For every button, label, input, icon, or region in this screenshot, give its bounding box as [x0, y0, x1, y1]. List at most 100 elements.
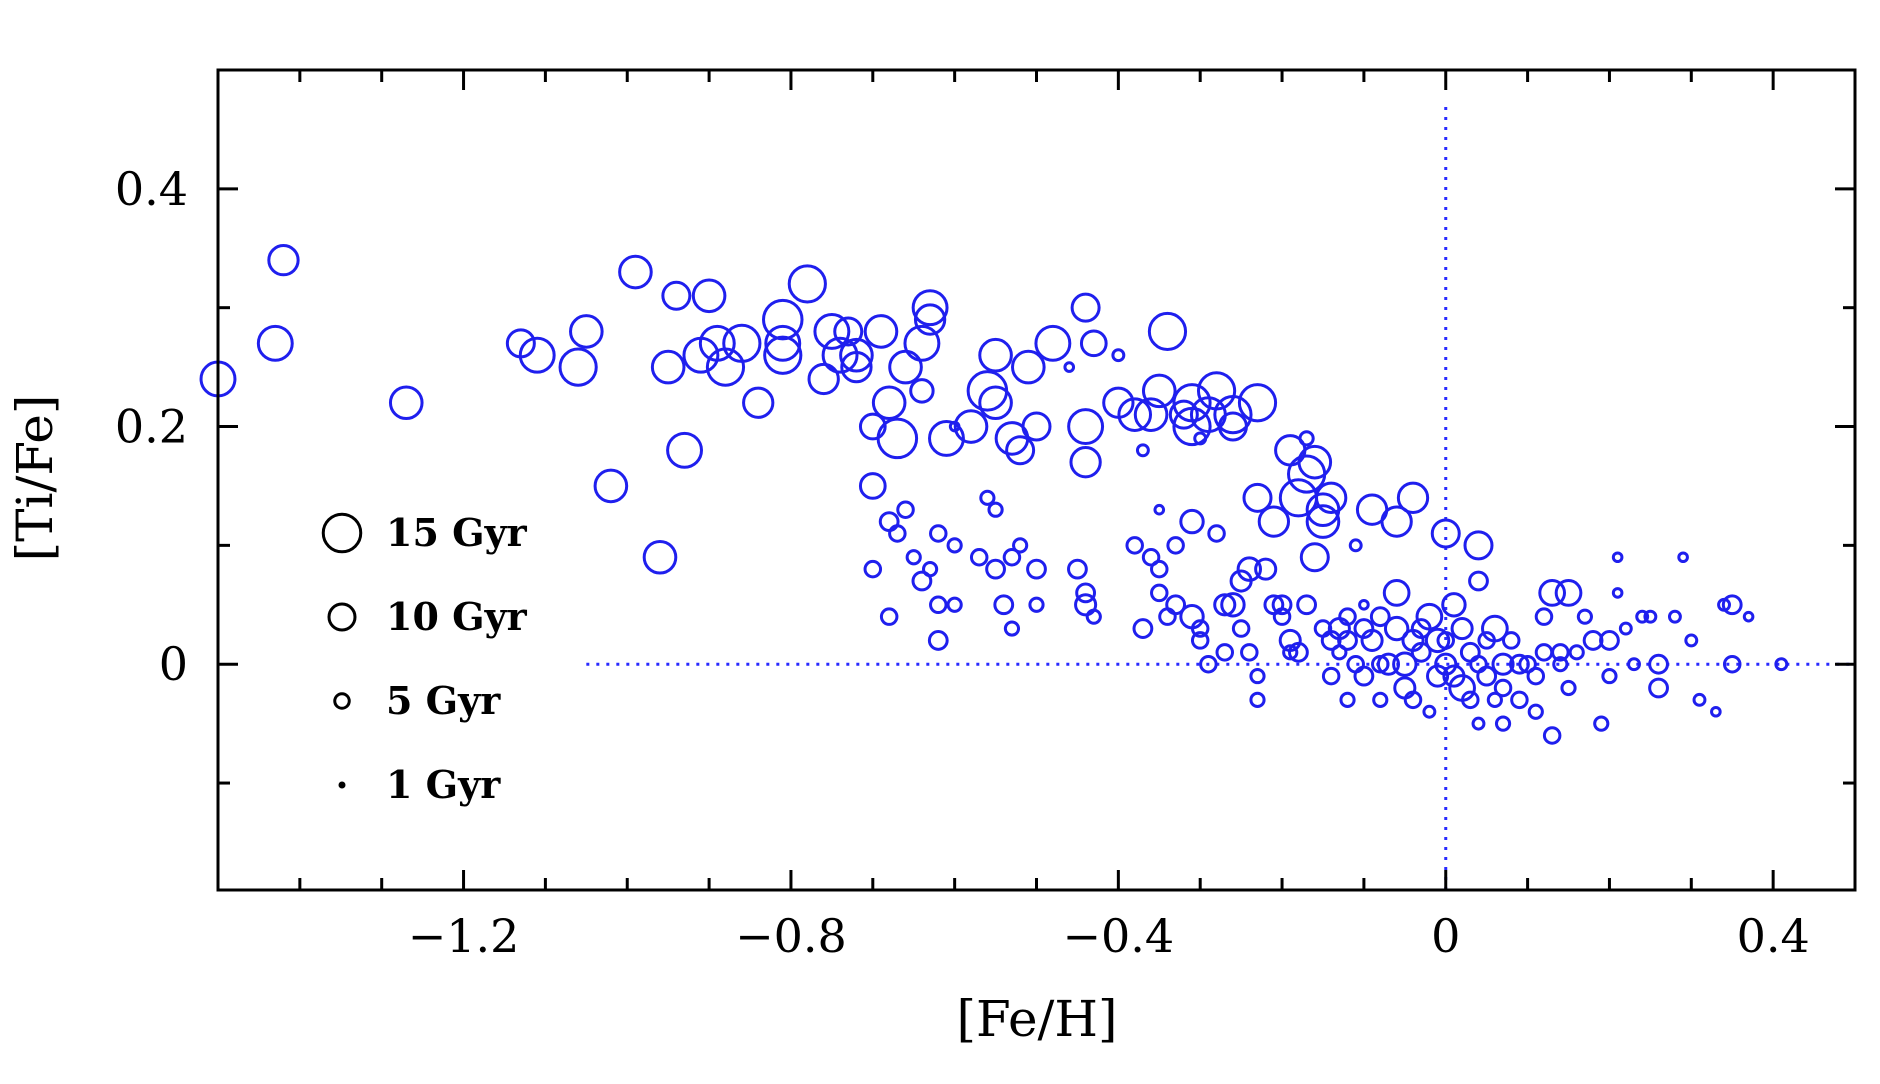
- data-point: [1005, 435, 1036, 466]
- data-point: [1348, 538, 1363, 553]
- data-point: [1434, 652, 1458, 676]
- data-point: [1135, 443, 1150, 458]
- data-point: [1552, 656, 1569, 673]
- data-point: [1501, 631, 1521, 650]
- x-axis-label: [Fe/H]: [956, 990, 1117, 1048]
- y-tick-label: 0.4: [115, 162, 188, 216]
- data-point: [1240, 643, 1259, 662]
- data-point: [1242, 482, 1273, 513]
- data-point: [1459, 641, 1481, 663]
- data-point: [928, 419, 965, 457]
- data-point: [1382, 579, 1411, 607]
- data-point: [1415, 602, 1444, 631]
- data-point: [1380, 505, 1413, 538]
- data-point: [388, 385, 424, 421]
- data-point: [863, 559, 883, 579]
- data-point: [1339, 691, 1356, 708]
- data-point: [1067, 408, 1105, 445]
- data-point: [1012, 537, 1029, 554]
- data-point: [993, 594, 1015, 616]
- data-point: [256, 324, 294, 362]
- data-point: [871, 385, 907, 421]
- legend-label: 10 Gyr: [386, 594, 528, 639]
- data-point: [1527, 703, 1544, 720]
- data-point: [698, 324, 736, 362]
- data-point: [1213, 593, 1237, 617]
- data-point: [1190, 631, 1210, 650]
- data-point: [1450, 617, 1474, 641]
- data-point: [1158, 607, 1177, 626]
- data-point: [1231, 619, 1251, 638]
- y-axis-label: [Ti/Fe]: [6, 395, 64, 562]
- data-point: [1299, 542, 1330, 573]
- data-point: [833, 316, 864, 347]
- data-point: [985, 558, 1006, 580]
- data-point: [1117, 397, 1153, 432]
- data-point: [1430, 518, 1461, 549]
- data-point: [1576, 608, 1593, 625]
- data-point: [691, 278, 727, 314]
- legend-marker: [327, 602, 357, 632]
- data-point: [1074, 593, 1098, 617]
- data-point: [1403, 690, 1423, 710]
- data-point: [909, 378, 935, 404]
- data-point: [764, 324, 802, 362]
- data-point: [1257, 505, 1291, 538]
- data-point: [863, 314, 899, 349]
- data-point: [1722, 654, 1742, 674]
- data-point: [1371, 654, 1390, 674]
- data-point: [1063, 361, 1076, 373]
- data-point: [905, 549, 922, 566]
- data-point: [1393, 676, 1417, 700]
- data-point: [1471, 716, 1486, 731]
- data-point: [1207, 524, 1226, 543]
- data-point: [1358, 598, 1370, 611]
- data-point: [821, 336, 859, 374]
- legend-marker: [338, 781, 346, 789]
- data-point: [1315, 481, 1348, 514]
- legend-label: 1 Gyr: [386, 762, 501, 807]
- data-point: [978, 337, 1013, 373]
- data-point: [1353, 665, 1375, 687]
- data-point: [1568, 644, 1585, 661]
- data-point: [1410, 641, 1432, 663]
- data-point: [879, 607, 899, 626]
- data-point: [1618, 621, 1633, 636]
- data-point: [1133, 397, 1169, 432]
- data-point: [1288, 641, 1309, 663]
- data-point: [742, 386, 775, 419]
- data-point: [807, 362, 840, 396]
- data-point: [1710, 705, 1722, 718]
- data-point: [858, 412, 887, 441]
- legend-label: 15 Gyr: [386, 510, 528, 555]
- data-point: [969, 547, 989, 567]
- data-point: [1468, 570, 1489, 592]
- data-point: [1249, 667, 1266, 685]
- data-point: [1534, 607, 1554, 626]
- data-point: [558, 347, 598, 387]
- data-point: [1147, 311, 1188, 352]
- data-point: [1034, 324, 1072, 362]
- data-point: [1021, 411, 1052, 442]
- data-point: [1249, 691, 1266, 708]
- data-point: [1593, 715, 1610, 732]
- data-point: [1331, 644, 1348, 661]
- data-point: [1463, 530, 1494, 561]
- data-point: [661, 280, 692, 311]
- data-point: [1635, 609, 1650, 624]
- data-point: [1141, 373, 1177, 409]
- data-point: [876, 417, 919, 460]
- data-point: [1075, 582, 1097, 604]
- data-point: [1560, 679, 1577, 697]
- data-point: [839, 337, 874, 373]
- data-point: [1611, 551, 1624, 564]
- data-point: [1551, 643, 1570, 662]
- data-point: [813, 312, 851, 350]
- data-point: [1132, 618, 1154, 639]
- data-point: [858, 472, 887, 500]
- data-point: [1424, 627, 1451, 654]
- data-point: [1648, 653, 1669, 675]
- data-point: [979, 489, 996, 506]
- x-tick-label: 0.4: [1737, 909, 1810, 963]
- legend-marker: [333, 692, 351, 710]
